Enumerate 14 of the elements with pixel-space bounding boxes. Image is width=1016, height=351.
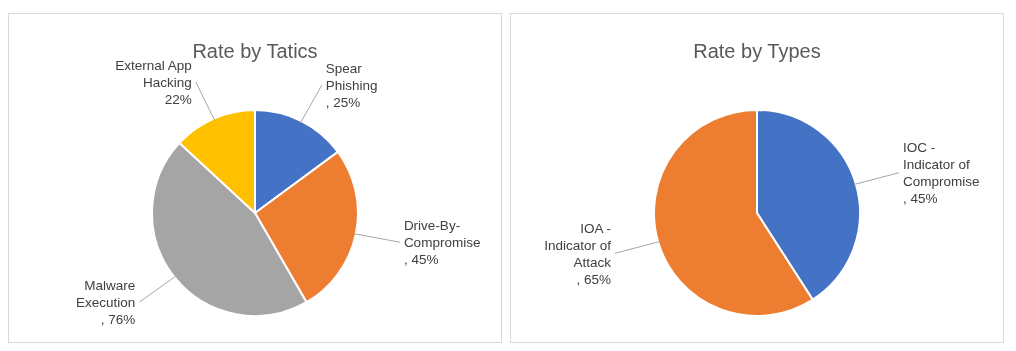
slice-label: Malware Execution: [75, 278, 136, 311]
slice-label: IOA - Indicator of Attack: [544, 220, 612, 270]
chart-title: Rate by Types: [693, 40, 821, 62]
data-label: , 25%: [325, 95, 361, 111]
data-label: , 45%: [903, 191, 938, 207]
slice-label: IOC - Indicator of Compromise: [903, 140, 980, 190]
data-label: , 45%: [403, 252, 439, 268]
slice-label: External App Hacking: [115, 57, 192, 90]
chart-title: Rate by Tatics: [192, 40, 318, 62]
slice-label: Drive-By-Compromise: [403, 218, 481, 251]
data-label: 22%: [164, 91, 192, 107]
data-label: , 76%: [100, 312, 136, 328]
data-label: , 65%: [576, 271, 611, 287]
slice-label: Spear Phishing: [325, 61, 378, 94]
